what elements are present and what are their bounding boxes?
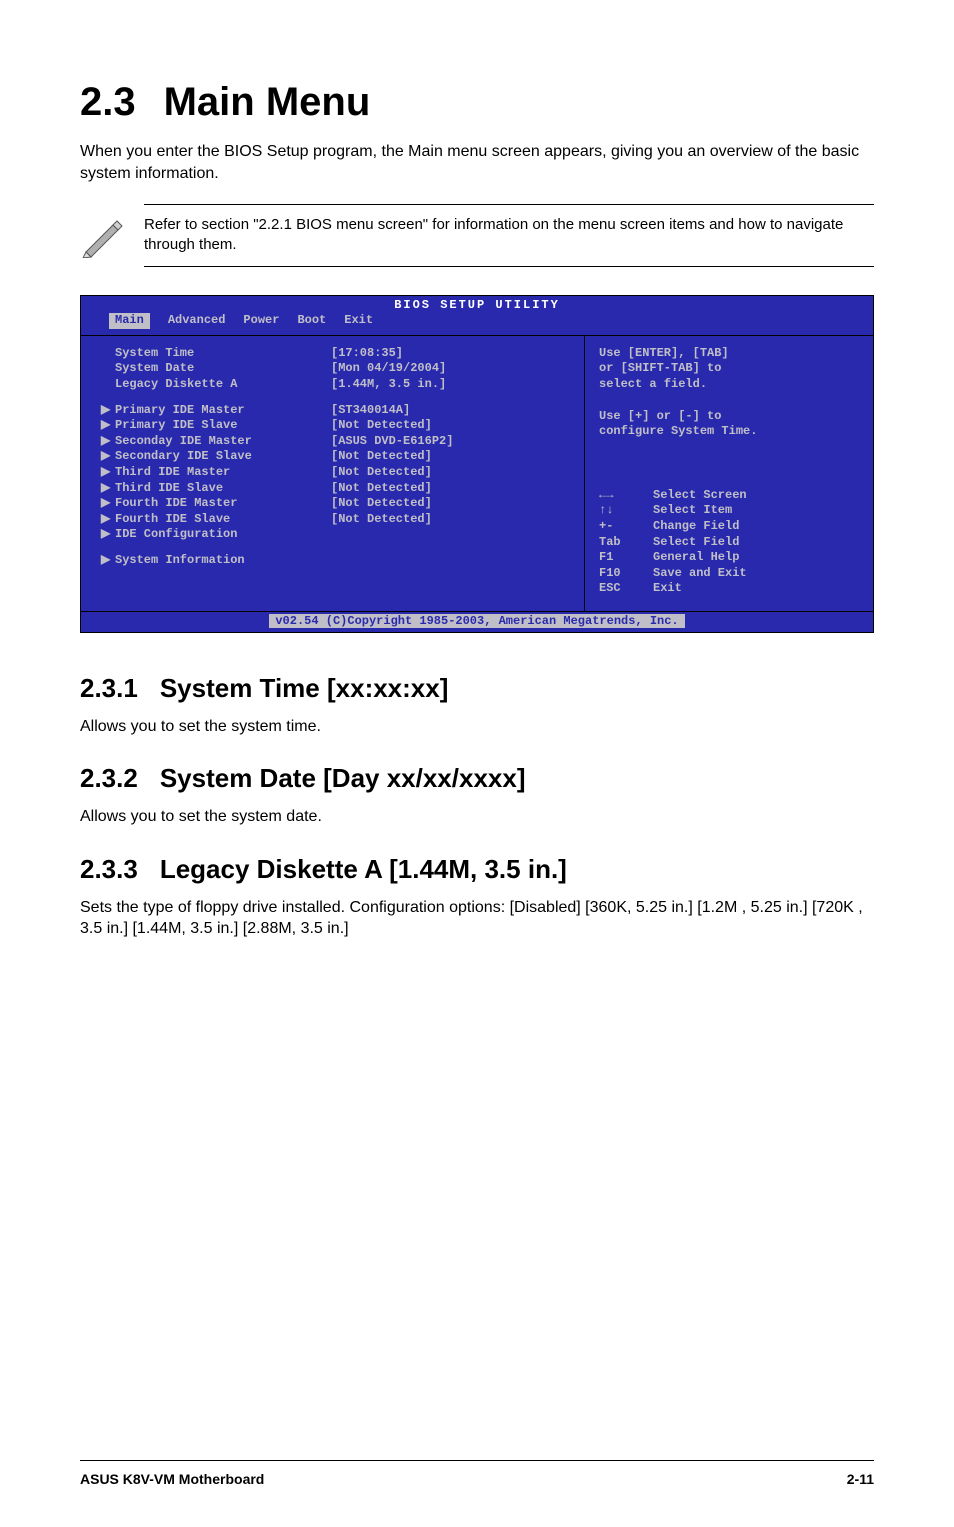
bios-right-panel: Use [ENTER], [TAB] or [SHIFT-TAB] to sel… <box>585 335 873 611</box>
bios-tab-power[interactable]: Power <box>243 313 279 329</box>
page-heading: 2.3 Main Menu <box>80 80 874 125</box>
footer-left: ASUS K8V-VM Motherboard <box>80 1471 264 1487</box>
note-block: Refer to section "2.2.1 BIOS menu screen… <box>80 204 874 267</box>
body-2-3-1: Allows you to set the system time. <box>80 716 874 738</box>
row-fourth-ide-master[interactable]: ▶Fourth IDE Master [Not Detected] <box>101 496 564 512</box>
body-2-3-3: Sets the type of floppy drive installed.… <box>80 897 874 940</box>
row-primary-ide-slave[interactable]: ▶Primary IDE Slave [Not Detected] <box>101 418 564 434</box>
page-footer: ASUS K8V-VM Motherboard 2-11 <box>80 1460 874 1487</box>
bios-titlebar: BIOS SETUP UTILITY Main Advanced Power B… <box>81 296 873 335</box>
row-third-ide-slave[interactable]: ▶Third IDE Slave [Not Detected] <box>101 481 564 497</box>
bios-tab-advanced[interactable]: Advanced <box>168 313 226 329</box>
row-ide-configuration[interactable]: ▶IDE Configuration <box>101 527 564 543</box>
note-text: Refer to section "2.2.1 BIOS menu screen… <box>144 204 874 267</box>
row-fourth-ide-slave[interactable]: ▶Fourth IDE Slave [Not Detected] <box>101 512 564 528</box>
row-secondary-ide-master[interactable]: ▶Seconday IDE Master [ASUS DVD-E616P2] <box>101 434 564 450</box>
bios-help-block-1: Use [ENTER], [TAB] or [SHIFT-TAB] to sel… <box>599 346 859 393</box>
row-secondary-ide-slave[interactable]: ▶Secondary IDE Slave [Not Detected] <box>101 449 564 465</box>
pencil-note-icon <box>80 212 126 258</box>
bios-title: BIOS SETUP UTILITY <box>81 298 873 314</box>
bios-tab-boot[interactable]: Boot <box>297 313 326 329</box>
row-system-information[interactable]: ▶System Information <box>101 553 564 569</box>
heading-2-3-2: 2.3.2 System Date [Day xx/xx/xxxx] <box>80 763 874 794</box>
heading-2-3-3: 2.3.3 Legacy Diskette A [1.44M, 3.5 in.] <box>80 854 874 885</box>
intro-paragraph: When you enter the BIOS Setup program, t… <box>80 141 874 184</box>
heading-2-3-1: 2.3.1 System Time [xx:xx:xx] <box>80 673 874 704</box>
footer-right: 2-11 <box>847 1471 874 1487</box>
body-2-3-2: Allows you to set the system date. <box>80 806 874 828</box>
bios-left-panel: System Time [17:08:35] System Date [Mon … <box>81 335 585 611</box>
row-legacy-diskette[interactable]: Legacy Diskette A [1.44M, 3.5 in.] <box>101 377 564 393</box>
bios-tab-main[interactable]: Main <box>109 313 150 329</box>
row-primary-ide-master[interactable]: ▶Primary IDE Master [ST340014A] <box>101 403 564 419</box>
bios-key-legend: ←→Select Screen ↑↓Select Item +-Change F… <box>599 488 859 597</box>
row-system-date[interactable]: System Date [Mon 04/19/2004] <box>101 361 564 377</box>
bios-help-block-2: Use [+] or [-] to configure System Time. <box>599 409 859 440</box>
row-third-ide-master[interactable]: ▶Third IDE Master [Not Detected] <box>101 465 564 481</box>
row-system-time[interactable]: System Time [17:08:35] <box>101 346 564 362</box>
bios-setup-screenshot: BIOS SETUP UTILITY Main Advanced Power B… <box>80 295 874 633</box>
bios-tab-exit[interactable]: Exit <box>344 313 373 329</box>
bios-menu-row: Main Advanced Power Boot Exit <box>81 313 873 333</box>
bios-footer: v02.54 (C)Copyright 1985-2003, American … <box>81 611 873 632</box>
heading-title: Main Menu <box>164 80 371 125</box>
heading-number: 2.3 <box>80 80 136 125</box>
